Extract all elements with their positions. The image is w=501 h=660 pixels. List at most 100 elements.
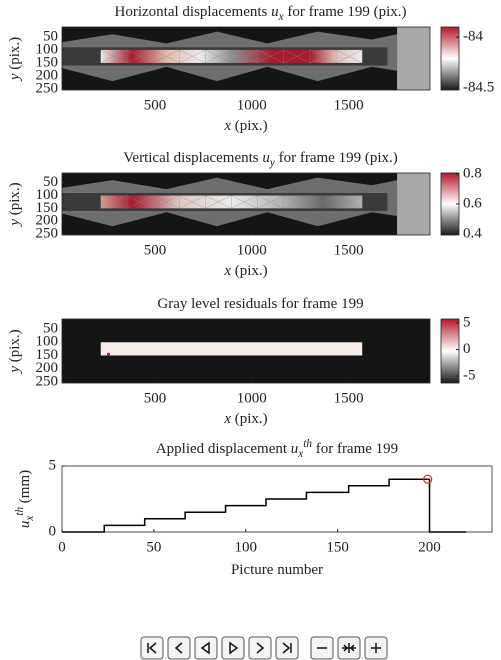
last-frame-button[interactable] [275,636,299,660]
image [62,27,430,90]
mesh [257,195,285,209]
mesh [309,195,337,209]
toolbar [140,636,388,660]
y-axis-label-part: (pix.) [7,182,23,219]
colorbar-tick-label: -84.5 [463,79,494,95]
chart-title-part: for frame 199 (pix.) [275,150,398,166]
mesh [335,49,363,64]
faster-button[interactable] [364,636,388,660]
chart-title: Vertical displacements uy for frame 199 … [123,150,397,168]
x-tick-label: 1500 [334,242,364,258]
x-axis-label: x (pix.) [223,118,267,134]
x-tick-label: 500 [144,242,167,258]
x-axis-label-part: x [223,411,231,427]
residual-spot [106,352,110,356]
mesh [179,49,206,64]
mesh [126,49,154,64]
play-button[interactable] [221,636,245,660]
y-tick-label: 50 [43,28,58,44]
next-button[interactable] [248,636,272,660]
chart-title-part: th [303,438,312,450]
mesh [283,49,311,64]
chart-title-part: for frame 199 [312,441,398,457]
y-axis-label-part: (pix.) [7,329,23,366]
x-tick-label: 1500 [334,390,364,406]
axes-frame [61,172,431,236]
x-axis-label-part: (pix.) [231,263,268,279]
colorbar-tick-label: 5 [463,314,471,330]
y-axis-label: y (pix.) [7,329,23,374]
mesh [152,195,180,209]
x-tick-label: 1000 [237,390,267,406]
y-tick-label: 50 [43,320,58,336]
x-tick-label: 500 [144,390,167,406]
grip [397,173,430,235]
x-tick-label: 50 [146,539,161,555]
x-tick-label: 1000 [237,97,267,113]
colorbar [440,26,460,91]
current-frame-marker [423,474,433,484]
chart-title-part: x [297,448,303,460]
y-axis-label-part: x [24,516,36,522]
grip [397,27,430,90]
chart-title-part: Vertical displacements [123,150,262,166]
chart-title-part: u [271,4,279,20]
mesh [126,195,154,209]
axes-frame [61,26,431,91]
y-tick-label: 100 [36,334,59,350]
x-axis-label-part: (pix.) [231,411,268,427]
chart-title-part: Horizontal displacements [115,4,272,20]
colorbar [440,318,460,384]
x-axis-label-part: x [223,118,231,134]
colorbar-tick-label: -84 [463,29,483,45]
y-axis-label-part: y [7,366,23,375]
mesh [231,49,258,64]
y-tick-label: 150 [36,54,59,70]
y-tick-label: 200 [36,360,59,376]
x-axis-label-part: Picture number [231,562,323,578]
y-axis-label-part: y [7,73,23,82]
colorbar-tick-label: 0.8 [463,165,482,181]
colorbar-tick-label: 0 [463,341,471,357]
y-tick-label: 0 [49,523,57,539]
play-backward-button[interactable] [194,636,218,660]
y-axis-label: y (pix.) [7,37,23,82]
slower-button[interactable] [310,636,334,660]
x-tick-label: 150 [326,539,349,555]
x-tick-label: 200 [418,539,441,555]
chart-title-part: x [278,11,284,23]
x-axis-label: x (pix.) [223,411,267,427]
mesh [152,49,180,64]
mesh [205,49,232,64]
chart-title: Gray level residuals for frame 199 [157,296,363,312]
y-tick-label: 200 [36,213,59,229]
y-axis-label-part: (mm) [17,470,33,507]
colorbar-tick-label: 0.6 [463,195,482,211]
x-tick-label: 1500 [334,97,364,113]
previous-button[interactable] [167,636,191,660]
x-axis-label: x (pix.) [223,263,267,279]
y-tick-label: 250 [36,80,59,96]
mesh [283,195,311,209]
first-frame-button[interactable] [140,636,164,660]
chart-title-part: u [262,150,270,166]
colorbar-tick-label: -5 [463,368,476,384]
chart-title-part: Gray level residuals for frame 199 [157,296,363,312]
y-tick-label: 50 [43,174,58,190]
image [62,173,430,235]
y-tick-label: 5 [49,457,57,473]
x-tick-label: 0 [58,539,66,555]
plots: Horizontal displacements ux for frame 19… [7,4,494,578]
colorbar-tick-label: 0.4 [463,225,482,241]
x-axis-label: Picture number [231,562,323,578]
y-axis-label-part: y [7,219,23,228]
y-tick-label: 100 [36,187,59,203]
residual-strip [100,342,363,356]
x-tick-label: 1000 [237,242,267,258]
y-tick-label: 250 [36,225,59,241]
chart-title: Horizontal displacements ux for frame 19… [115,4,407,22]
y-axis-label: y (pix.) [7,182,23,227]
y-tick-label: 250 [36,373,59,389]
speed-button[interactable] [337,636,361,660]
